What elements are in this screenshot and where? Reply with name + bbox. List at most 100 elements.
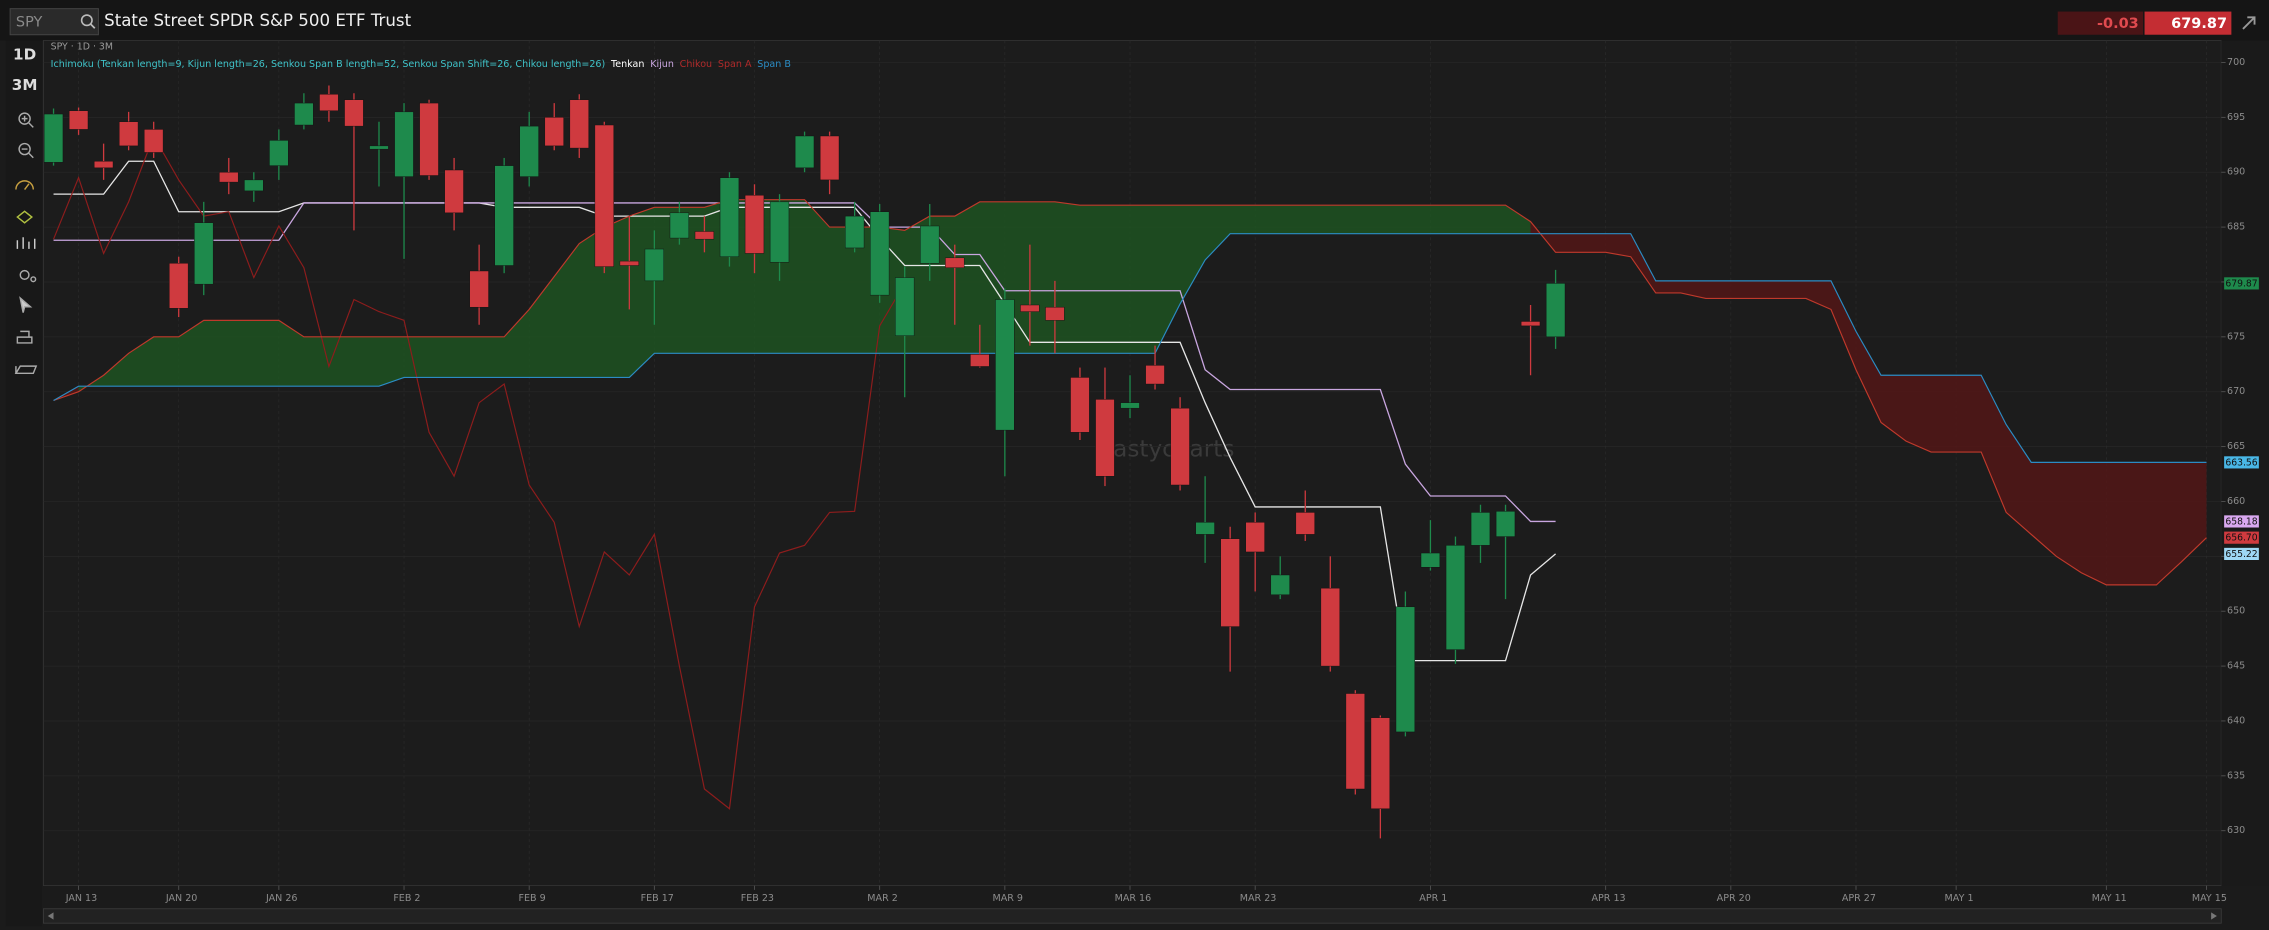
- last-value-box: [2224, 456, 2259, 469]
- chart-subtitle: SPY · 1D · 3M: [51, 42, 113, 53]
- candle-body: [1320, 587, 1340, 667]
- zoom-in-icon-mark: [21, 115, 34, 128]
- settings-icon[interactable]: [19, 269, 30, 280]
- candle-body: [194, 222, 214, 285]
- scroll-right[interactable]: [2211, 912, 2217, 920]
- candle-body: [219, 171, 239, 183]
- candle-body: [1170, 407, 1190, 486]
- candle-body: [394, 111, 414, 177]
- legend-entry: Span A: [718, 59, 752, 70]
- last-value-label: 658.18: [2225, 516, 2257, 527]
- change-box: [2057, 11, 2144, 35]
- x-tick-label: JAN 26: [265, 893, 298, 904]
- style-icon[interactable]: [15, 180, 35, 190]
- x-tick-label: FEB 17: [641, 893, 674, 904]
- zoom-in-icon[interactable]: [18, 112, 31, 125]
- candle-body: [619, 260, 639, 266]
- legend-entry: Span B: [757, 59, 791, 70]
- candle-body: [920, 225, 940, 264]
- y-tick-label: 670: [2227, 386, 2245, 397]
- candle-body: [1420, 552, 1441, 568]
- candle-body: [669, 212, 690, 239]
- candle-body: [1370, 717, 1390, 809]
- candle-body: [144, 129, 164, 153]
- instrument-title: State Street SPDR S&P 500 ETF Trust: [104, 11, 411, 30]
- zoom-out-icon[interactable]: [18, 142, 31, 156]
- last-value-label: 663.56: [2225, 457, 2257, 468]
- x-tick-label: APR 1: [1419, 893, 1447, 904]
- candle-body: [845, 215, 865, 249]
- candle-body: [644, 248, 664, 282]
- candle-body: [1345, 693, 1365, 790]
- y-tick-label: 685: [2227, 222, 2245, 233]
- candle-body: [43, 113, 64, 163]
- tool-icons: [14, 112, 38, 375]
- x-tick-label: MAR 9: [992, 893, 1023, 904]
- candle-body: [419, 102, 439, 176]
- studies-icon[interactable]: [16, 237, 36, 249]
- x-tick-label: JAN 20: [165, 893, 198, 904]
- candle-body: [1245, 522, 1265, 553]
- last-value-box: [2224, 531, 2259, 544]
- candle-body: [494, 165, 514, 266]
- layout-icon[interactable]: [16, 330, 33, 344]
- candle-body: [1295, 512, 1315, 535]
- symbol-input[interactable]: SPY: [16, 14, 43, 30]
- cloud: [1530, 221, 2207, 585]
- x-tick-label: MAR 23: [1240, 893, 1277, 904]
- x-tick-label: APR 13: [1592, 893, 1626, 904]
- candle-body: [594, 124, 614, 267]
- candle-body: [319, 94, 339, 111]
- search-icon-handle: [89, 23, 96, 29]
- candle-body: [719, 177, 740, 257]
- legend-entry: Kijun: [650, 59, 674, 70]
- indicator-line: [53, 233, 2207, 463]
- candle-body: [1270, 574, 1290, 595]
- change-value: -0.03: [2097, 16, 2139, 32]
- x-tick-label: MAY 11: [2092, 893, 2127, 904]
- indicator-title: Ichimoku (Tenkan length=9, Kijun length=…: [51, 59, 606, 70]
- candle-body: [169, 263, 189, 309]
- scrollbar[interactable]: [42, 908, 2222, 924]
- last-value-label: 679.87: [2225, 278, 2257, 289]
- candle-body: [269, 140, 289, 166]
- drawing-icon[interactable]: [16, 210, 33, 224]
- x-tick-label: MAY 1: [1945, 893, 1974, 904]
- scroll-left[interactable]: [47, 912, 54, 920]
- candle-body: [744, 195, 765, 254]
- search-icon[interactable]: [80, 14, 93, 27]
- search-box[interactable]: [9, 8, 99, 36]
- folder-icon[interactable]: [14, 365, 38, 375]
- plot-layer: [43, 40, 2222, 886]
- y-tick-label: 645: [2227, 661, 2245, 672]
- y-tick-label: 660: [2227, 496, 2245, 507]
- indicator-line: [53, 199, 2207, 586]
- candle-body: [1045, 306, 1065, 321]
- last-value-box: [2224, 547, 2259, 560]
- candle-body: [970, 354, 990, 367]
- candle-body: [794, 135, 815, 169]
- cursor-icon[interactable]: [19, 296, 33, 313]
- x-tick-label: FEB 23: [741, 893, 774, 904]
- candle-body: [1120, 402, 1140, 409]
- watermark: tastycharts: [1104, 437, 1234, 463]
- x-tick-label: JAN 13: [65, 893, 98, 904]
- candle-body: [369, 145, 389, 150]
- y-tick-label: 640: [2227, 715, 2245, 726]
- aggregation-button[interactable]: 1D: [13, 45, 36, 63]
- candle-body: [569, 99, 589, 149]
- candle-body: [1195, 522, 1215, 535]
- x-tick-label: MAR 2: [867, 893, 898, 904]
- candle-body: [769, 201, 790, 263]
- period-button[interactable]: 3M: [12, 76, 38, 94]
- x-tick-label: APR 27: [1842, 893, 1876, 904]
- candle-body: [1070, 377, 1090, 433]
- candle-body: [1545, 283, 1566, 338]
- candle-body: [1470, 512, 1491, 546]
- zoom-out-icon-mark: [21, 148, 34, 159]
- y-tick-label: 650: [2227, 606, 2245, 617]
- candle-body: [544, 117, 564, 147]
- x-tick-label: APR 20: [1717, 893, 1751, 904]
- popout-icon[interactable]: [2242, 16, 2256, 30]
